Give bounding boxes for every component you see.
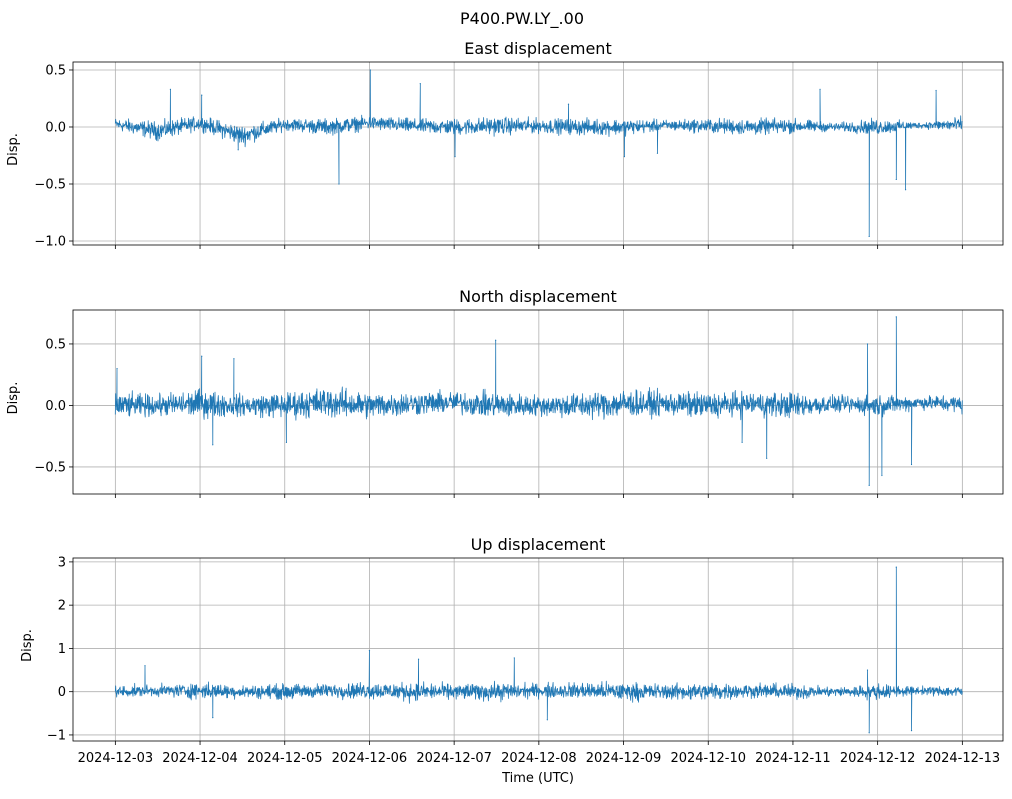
x-tick-label: 2024-12-04: [162, 751, 238, 766]
y-axis-label: Disp.: [20, 629, 35, 662]
spike-point: [868, 235, 870, 238]
spike-point: [237, 149, 239, 151]
subplot-3: Up displacement 2024-12-03 2024-12-04 2024-…: [20, 535, 1004, 766]
spike-point: [201, 94, 203, 96]
subplot-title: Up displacement: [471, 535, 606, 554]
x-tick-label: 2024-12-09: [586, 751, 662, 766]
spike-point: [338, 183, 340, 185]
subplot-1: East displacement 0.5 0.0 −0.5 −1.0 Disp.: [6, 39, 1004, 250]
y-tick-label: −1: [47, 728, 66, 743]
spike-point: [567, 103, 570, 105]
y-axis-label: Disp.: [6, 382, 21, 415]
y-tick-label: 3: [58, 555, 66, 570]
y-axis-label: Disp.: [6, 133, 21, 166]
spike-point: [868, 732, 870, 734]
series-line: [114, 316, 963, 486]
spike-point: [656, 152, 659, 154]
y-tick-label: 2: [58, 599, 66, 614]
x-axis-label: Time (UTC): [501, 771, 574, 786]
spike-point: [910, 730, 913, 732]
y-tick-label: −0.5: [34, 178, 66, 193]
spike-point: [904, 189, 907, 191]
x-tick-label: 2024-12-10: [670, 751, 746, 766]
axes-frame: [72, 61, 1004, 246]
spike-point: [910, 463, 913, 466]
subplot-2: North displacement 0.5 0.0 −0.5 Disp.: [6, 287, 1004, 498]
spike-point: [144, 665, 146, 667]
spike-point: [116, 367, 118, 370]
x-tick-label: 2024-12-03: [78, 751, 154, 766]
spike-point: [868, 484, 870, 486]
y-tick-label: 0: [58, 685, 66, 700]
spike-point: [212, 717, 214, 719]
spike-point: [623, 156, 625, 158]
spike-point: [368, 649, 371, 652]
y-tick-label: −0.5: [34, 460, 66, 475]
spike-point: [866, 669, 869, 671]
spike-point: [419, 83, 421, 85]
y-tick-label: 0.0: [45, 120, 66, 135]
x-tick-label: 2024-12-06: [332, 751, 408, 766]
spike-point: [417, 658, 420, 660]
series-line: [114, 566, 963, 734]
x-tick-label: 2024-12-11: [755, 751, 831, 766]
subplot-title: East displacement: [464, 39, 611, 58]
spike-point: [741, 441, 743, 443]
spike-point: [895, 178, 897, 181]
subplot-title: North displacement: [459, 287, 617, 306]
spike-point: [233, 358, 235, 360]
spike-point: [895, 566, 897, 568]
y-tick-label: 0.5: [45, 337, 66, 352]
spike-point: [866, 343, 869, 345]
spike-point: [169, 88, 172, 90]
spike-point: [819, 88, 821, 90]
spike-point: [513, 657, 515, 659]
spike-point: [766, 457, 768, 459]
x-tick-label: 2024-12-07: [416, 751, 492, 766]
spike-point: [495, 339, 497, 341]
x-tick-label: 2024-12-13: [925, 751, 1001, 766]
spike-point: [935, 89, 937, 92]
y-tick-label: 0.5: [45, 63, 66, 78]
series-line: [114, 69, 963, 237]
spike-point: [212, 444, 214, 446]
x-tick-label: 2024-12-08: [501, 751, 577, 766]
spike-point: [881, 474, 883, 477]
spike-point: [454, 156, 456, 158]
axes-frame: [72, 557, 1004, 742]
figure-title: P400.PW.LY_.00: [460, 9, 584, 29]
y-tick-label: 0.0: [45, 399, 66, 414]
spike-point: [369, 69, 371, 71]
y-tick-label: 1: [58, 642, 66, 657]
spike-point: [895, 316, 897, 318]
x-tick-label: 2024-12-05: [247, 751, 323, 766]
spike-point: [546, 719, 548, 721]
spike-point: [201, 355, 203, 357]
spike-point: [285, 441, 288, 443]
axes-frame: [72, 309, 1004, 495]
x-tick-label: 2024-12-12: [840, 751, 916, 766]
y-tick-label: −1.0: [34, 235, 66, 250]
